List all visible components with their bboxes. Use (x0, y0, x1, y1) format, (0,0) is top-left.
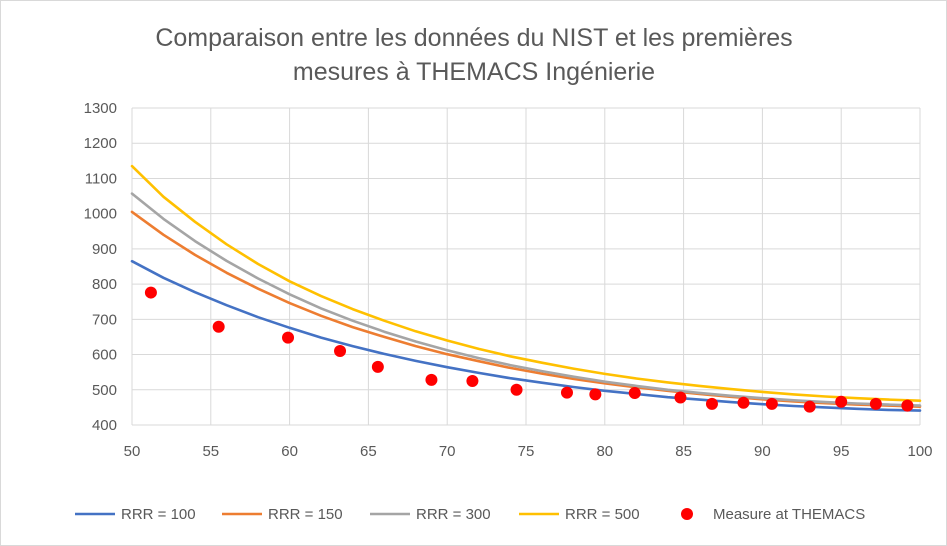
y-tick-label: 500 (92, 382, 117, 399)
data-point (212, 320, 225, 333)
series-3 (130, 164, 922, 403)
data-point (901, 399, 914, 412)
x-tick-label: 60 (281, 443, 298, 460)
x-tick-label: 85 (675, 443, 692, 460)
legend-label: RRR = 150 (268, 506, 343, 523)
legend-item: Measure at THEMACS (681, 506, 865, 523)
data-point (869, 397, 882, 410)
legend-label: RRR = 100 (121, 506, 196, 523)
data-point (466, 374, 479, 387)
x-tick-label: 70 (439, 443, 456, 460)
series-line (130, 259, 922, 412)
x-tick-label: 75 (518, 443, 535, 460)
y-tick-label: 1200 (84, 135, 117, 152)
data-point (803, 400, 816, 413)
legend-item: RRR = 500 (519, 506, 640, 523)
axis-labels: 400 500 600 700 800 900 1000 1100 1200 1300 50 55 60… (84, 100, 933, 460)
legend-item: RRR = 150 (222, 506, 343, 523)
data-point (510, 383, 523, 396)
chart-title-line-2: mesures à THEMACS Ingénierie (293, 58, 655, 86)
y-tick-label: 1100 (85, 170, 117, 187)
data-point (835, 395, 848, 408)
data-point (334, 345, 347, 358)
y-tick-label: 1300 (84, 100, 117, 117)
legend-label: RRR = 300 (416, 506, 491, 523)
data-point (765, 397, 778, 410)
data-point (371, 360, 384, 373)
y-tick-label: 1000 (84, 206, 117, 223)
series-line (130, 164, 922, 403)
data-point (144, 286, 157, 299)
plot-series (130, 164, 922, 413)
chart-title-line-1: Comparaison entre les données du NIST et… (155, 24, 792, 52)
y-tick-label: 800 (92, 276, 117, 293)
data-point (705, 397, 718, 410)
x-tick-label: 50 (124, 443, 141, 460)
data-point (282, 331, 295, 344)
data-point (674, 391, 687, 404)
series-2 (130, 192, 922, 407)
y-tick-label: 700 (92, 311, 117, 328)
data-point (425, 373, 438, 386)
x-tick-label: 65 (360, 443, 377, 460)
gridlines (131, 107, 921, 426)
legend-item: RRR = 100 (75, 506, 196, 523)
y-tick-label: 600 (92, 347, 117, 364)
data-point (628, 386, 641, 399)
legend-label: RRR = 500 (565, 506, 640, 523)
x-tick-label: 90 (754, 443, 771, 460)
y-tick-label: 900 (92, 241, 117, 258)
x-tick-label: 95 (833, 443, 850, 460)
x-tick-label: 55 (202, 443, 219, 460)
data-point (737, 396, 750, 409)
legend-item: RRR = 300 (370, 506, 491, 523)
series-line (130, 192, 922, 407)
legend-swatch (681, 508, 693, 520)
data-point (560, 386, 573, 399)
y-tick-label: 400 (92, 417, 117, 434)
x-tick-label: 100 (907, 443, 932, 460)
series-0 (130, 259, 922, 412)
legend: RRR = 100 RRR = 150 RRR = 300 RRR = 500 Meas… (75, 506, 865, 523)
legend-label: Measure at THEMACS (713, 506, 865, 523)
series-4 (144, 286, 914, 413)
data-point (589, 388, 602, 401)
x-tick-label: 80 (596, 443, 613, 460)
